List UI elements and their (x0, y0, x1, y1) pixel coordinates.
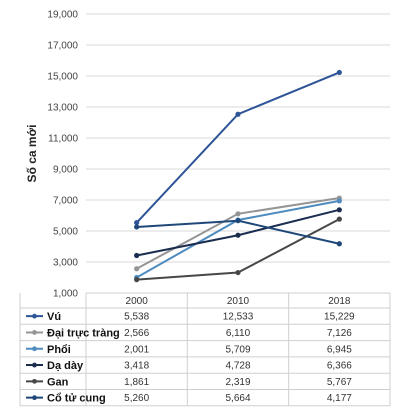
data-label: 5,260 (124, 393, 149, 404)
data-point (134, 224, 140, 230)
series-name: Phổi (47, 344, 71, 356)
data-point (336, 216, 342, 222)
data-label: 2,319 (225, 377, 250, 388)
y-tick-label: 1,000 (53, 289, 78, 300)
data-label: 12,533 (223, 312, 254, 323)
grid-lines (86, 13, 390, 294)
series-name: Dạ dày (47, 360, 84, 372)
data-point (134, 266, 140, 272)
data-point (235, 211, 241, 217)
data-label: 1,861 (124, 377, 149, 388)
data-point (336, 69, 342, 76)
data-point (134, 277, 140, 283)
data-point (235, 232, 241, 238)
series-lines (134, 69, 342, 283)
data-label: 5,709 (225, 344, 250, 355)
data-label: 5,664 (225, 393, 250, 404)
legend-key-marker (32, 313, 37, 319)
data-point (235, 269, 241, 276)
data-label: 3,418 (124, 361, 149, 372)
x-tick-label: 2000 (126, 296, 149, 307)
data-label: 5,538 (124, 312, 149, 323)
data-label: 5,767 (327, 377, 352, 388)
data-label: 6,366 (327, 361, 352, 372)
y-tick-label: 5,000 (53, 227, 78, 238)
y-tick-label: 3,000 (53, 258, 78, 269)
y-axis-label: Số ca mới (25, 125, 39, 183)
data-label: 2,566 (124, 328, 149, 339)
data-point (235, 218, 241, 224)
y-tick-label: 15,000 (47, 72, 78, 83)
data-point (235, 111, 241, 117)
legend-key-marker (32, 346, 37, 352)
data-label: 4,177 (327, 393, 352, 404)
y-tick-label: 17,000 (47, 41, 78, 52)
series-name: Cổ tử cung (47, 393, 106, 405)
series-line (136, 219, 340, 245)
y-axis-ticks: 1,000 3,000 5,000 7,000 9,000 11,000 13,000 15,… (47, 10, 78, 300)
y-tick-label: 11,000 (48, 134, 78, 145)
data-point (134, 252, 140, 259)
data-point (134, 220, 140, 226)
y-tick-label: 19,000 (47, 10, 78, 21)
data-label: 7,126 (327, 328, 352, 339)
series-name: Vú (47, 311, 61, 323)
data-table: 2000 2010 2018 Vú 5,538 12,533 15,229 Đại trực … (19, 292, 391, 407)
y-tick-label: 9,000 (53, 165, 78, 176)
series-name: Đại trực tràng (47, 327, 120, 339)
data-label: 15,229 (324, 312, 355, 323)
data-point (336, 207, 342, 213)
legend-key-marker (32, 395, 37, 401)
data-label: 2,001 (124, 344, 149, 355)
x-tick-label: 2010 (227, 296, 250, 307)
y-tick-label: 7,000 (53, 196, 78, 207)
data-label: 4,728 (225, 361, 250, 372)
legend-key-marker (32, 330, 37, 335)
series-name: Gan (47, 376, 69, 388)
legend-key-marker (32, 362, 37, 368)
data-label: 6,945 (327, 344, 352, 355)
data-label: 6,110 (226, 328, 251, 339)
legend-key-marker (32, 378, 37, 384)
data-point (336, 198, 342, 204)
data-point (336, 241, 342, 247)
y-tick-label: 13,000 (47, 103, 78, 114)
x-tick-label: 2018 (328, 296, 351, 307)
